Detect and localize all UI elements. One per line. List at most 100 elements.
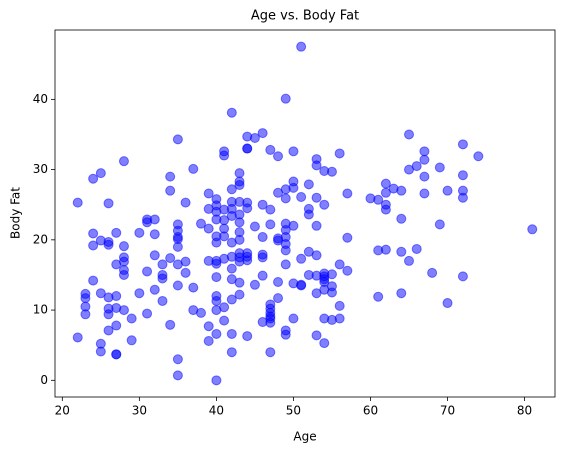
point (296, 191, 307, 202)
point (180, 256, 191, 267)
point (242, 331, 253, 342)
point (419, 146, 430, 157)
point (265, 347, 276, 358)
chart-title: Age vs. Body Fat (251, 9, 359, 24)
point (118, 305, 129, 316)
point (419, 188, 430, 199)
point (396, 246, 407, 257)
point (111, 291, 122, 302)
point (172, 134, 183, 145)
point (226, 184, 237, 195)
point (427, 267, 438, 278)
point (88, 173, 99, 184)
point (134, 288, 145, 299)
point (118, 156, 129, 167)
point (380, 204, 391, 215)
point (288, 313, 299, 324)
x-tick-label: 40 (209, 404, 224, 418)
point (457, 170, 468, 181)
point (211, 375, 222, 386)
point (419, 171, 430, 182)
point (103, 239, 114, 250)
point (211, 258, 222, 269)
point (126, 313, 137, 324)
point (434, 219, 445, 230)
point (142, 266, 153, 277)
point (203, 223, 214, 234)
point (134, 227, 145, 238)
point (219, 302, 230, 313)
point (203, 335, 214, 346)
y-tick-label: 30 (33, 162, 48, 176)
plot-frame (54, 29, 556, 398)
point (326, 166, 337, 177)
point (180, 197, 191, 208)
point (226, 107, 237, 118)
point (280, 93, 291, 104)
y-tick-label: 40 (33, 92, 48, 106)
point (334, 259, 345, 270)
point (373, 194, 384, 205)
point (311, 160, 322, 171)
point (265, 317, 276, 328)
point (111, 320, 122, 331)
point (103, 198, 114, 209)
point (319, 338, 330, 349)
point (265, 204, 276, 215)
y-tick-label: 10 (33, 303, 48, 317)
point (149, 214, 160, 225)
point (242, 255, 253, 266)
point (257, 199, 268, 210)
point (249, 132, 260, 143)
point (172, 370, 183, 381)
point (195, 307, 206, 318)
point (126, 335, 137, 346)
point (211, 328, 222, 339)
point (404, 129, 415, 140)
point (396, 185, 407, 196)
point (257, 270, 268, 281)
point (342, 232, 353, 243)
point (88, 240, 99, 251)
point (219, 315, 230, 326)
point (457, 192, 468, 203)
point (326, 269, 337, 280)
point (257, 128, 268, 139)
point (111, 227, 122, 238)
point (342, 188, 353, 199)
point (111, 349, 122, 360)
point (88, 228, 99, 239)
point (234, 180, 245, 191)
point (319, 199, 330, 210)
point (157, 273, 168, 284)
point (303, 209, 314, 220)
point (442, 185, 453, 196)
x-tick-label: 30 (132, 404, 147, 418)
point (457, 139, 468, 150)
point (165, 171, 176, 182)
point (103, 309, 114, 320)
point (326, 287, 337, 298)
point (149, 250, 160, 261)
point (88, 275, 99, 286)
point (311, 192, 322, 203)
point (72, 332, 83, 343)
point (396, 213, 407, 224)
point (265, 219, 276, 230)
point (265, 144, 276, 155)
point (234, 217, 245, 228)
x-tick-label: 50 (286, 404, 301, 418)
point (311, 330, 322, 341)
point (157, 295, 168, 306)
point (242, 143, 253, 154)
point (411, 243, 422, 254)
point (311, 250, 322, 261)
x-tick-label: 80 (517, 404, 532, 418)
point (257, 252, 268, 263)
x-tick-label: 70 (440, 404, 455, 418)
point (219, 231, 230, 242)
point (311, 220, 322, 231)
point (188, 163, 199, 174)
point (172, 280, 183, 291)
point (211, 237, 222, 248)
